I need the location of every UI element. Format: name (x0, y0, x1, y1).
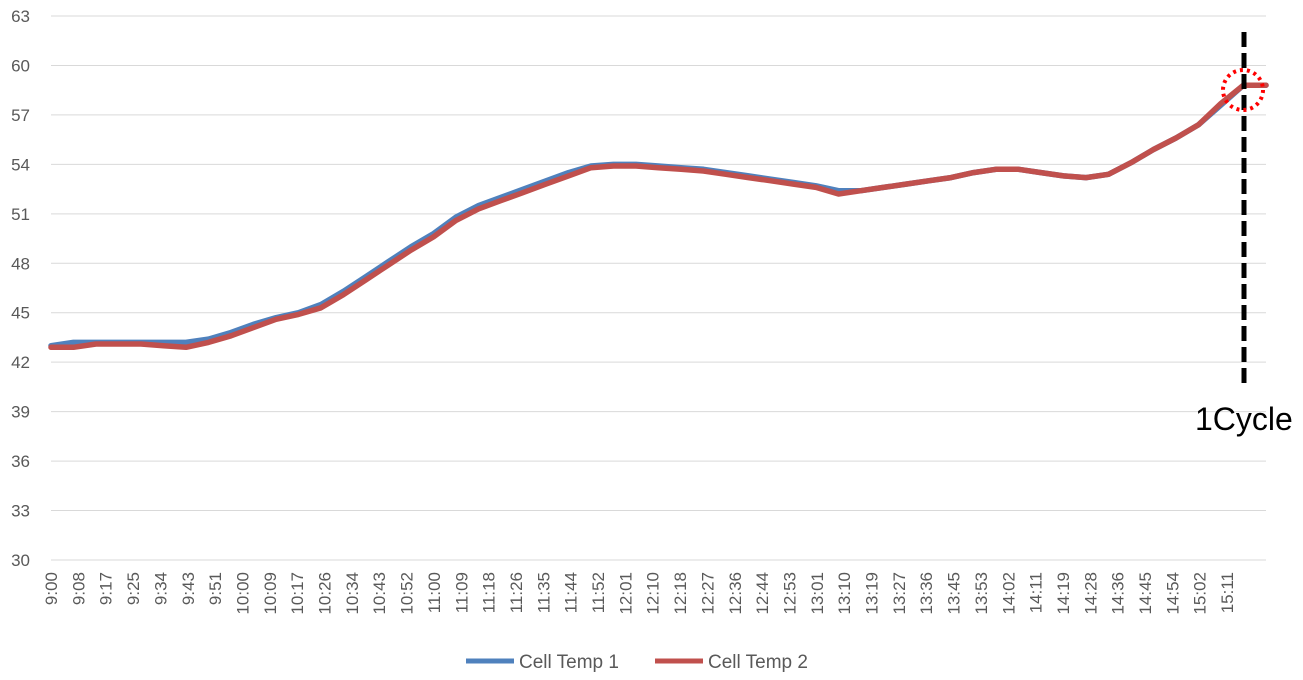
x-tick-label: 14:45 (1136, 572, 1155, 615)
y-tick-label: 45 (11, 304, 30, 323)
y-axis: 30 33 36 39 42 45 48 51 54 57 60 63 (11, 7, 30, 570)
y-tick-label: 33 (11, 502, 30, 521)
x-tick-label: 15:11 (1218, 572, 1237, 613)
x-tick-label: 13:53 (972, 572, 991, 615)
x-tick-label: 11:09 (452, 572, 471, 613)
x-tick-label: 10:26 (316, 572, 335, 615)
x-tick-label: 12:44 (753, 572, 772, 615)
x-tick-label: 9:25 (124, 572, 143, 605)
y-tick-label: 51 (11, 205, 30, 224)
y-tick-label: 42 (11, 353, 30, 372)
x-tick-label: 10:34 (343, 572, 362, 615)
x-tick-label: 13:10 (835, 572, 854, 615)
x-tick-label: 11:52 (589, 572, 608, 613)
x-tick-label: 13:01 (808, 572, 827, 615)
cycle-annotation: 1Cycle (1195, 32, 1293, 437)
x-tick-label: 12:18 (671, 572, 690, 615)
x-tick-label: 10:00 (233, 572, 252, 615)
x-tick-label: 12:27 (698, 572, 717, 615)
x-tick-label: 12:10 (644, 572, 663, 615)
x-tick-label: 9:08 (69, 572, 88, 605)
series-line-2 (48, 82, 1269, 351)
y-tick-label: 57 (11, 106, 30, 125)
x-tick-label: 14:11 (1027, 572, 1046, 613)
x-tick-label: 11:18 (480, 572, 499, 613)
y-tick-label: 60 (11, 56, 30, 75)
x-tick-label: 9:51 (206, 572, 225, 605)
y-tick-label: 63 (11, 7, 30, 26)
x-tick-label: 11:35 (534, 572, 553, 613)
x-tick-label: 14:02 (999, 572, 1018, 615)
x-tick-label: 12:36 (726, 572, 745, 615)
series-lines (48, 82, 1269, 351)
x-tick-label: 11:26 (507, 572, 526, 613)
x-tick-label: 11:44 (562, 572, 581, 613)
x-tick-label: 9:34 (151, 572, 170, 605)
x-tick-label: 14:54 (1163, 572, 1182, 615)
x-tick-label: 10:17 (288, 572, 307, 615)
x-tick-label: 13:45 (945, 572, 964, 615)
x-axis: 9:00 9:08 9:17 9:25 9:34 9:43 9:51 10:00 10:09 10… (42, 572, 1237, 615)
x-tick-label: 13:36 (917, 572, 936, 615)
peak-highlight-circle (1221, 68, 1265, 112)
x-tick-label: 15:02 (1191, 572, 1210, 615)
x-tick-label: 14:19 (1054, 572, 1073, 615)
x-tick-label: 9:17 (97, 572, 116, 605)
y-tick-label: 36 (11, 452, 30, 471)
x-tick-label: 12:01 (616, 572, 635, 615)
gridlines (51, 15, 1266, 561)
y-tick-label: 30 (11, 551, 30, 570)
x-tick-label: 13:27 (890, 572, 909, 615)
y-tick-label: 48 (11, 254, 30, 273)
series-line-1 (48, 82, 1269, 349)
x-tick-label: 10:43 (370, 572, 389, 615)
x-tick-label: 14:36 (1109, 572, 1128, 615)
x-tick-label: 11:00 (425, 572, 444, 613)
legend-label-cell-temp-2: Cell Temp 2 (708, 652, 808, 673)
x-tick-label: 9:00 (42, 572, 61, 605)
x-tick-label: 14:28 (1081, 572, 1100, 615)
legend-label-cell-temp-1: Cell Temp 1 (519, 652, 619, 673)
x-tick-label: 10:09 (261, 572, 280, 615)
x-tick-label: 10:52 (398, 572, 417, 615)
x-tick-label: 13:19 (863, 572, 882, 615)
cycle-label: 1Cycle (1195, 401, 1293, 437)
x-tick-label: 9:43 (179, 572, 198, 605)
y-tick-label: 39 (11, 403, 30, 422)
x-tick-label: 12:53 (780, 572, 799, 615)
y-tick-label: 54 (11, 155, 30, 174)
legend: Cell Temp 1 Cell Temp 2 (466, 652, 808, 673)
